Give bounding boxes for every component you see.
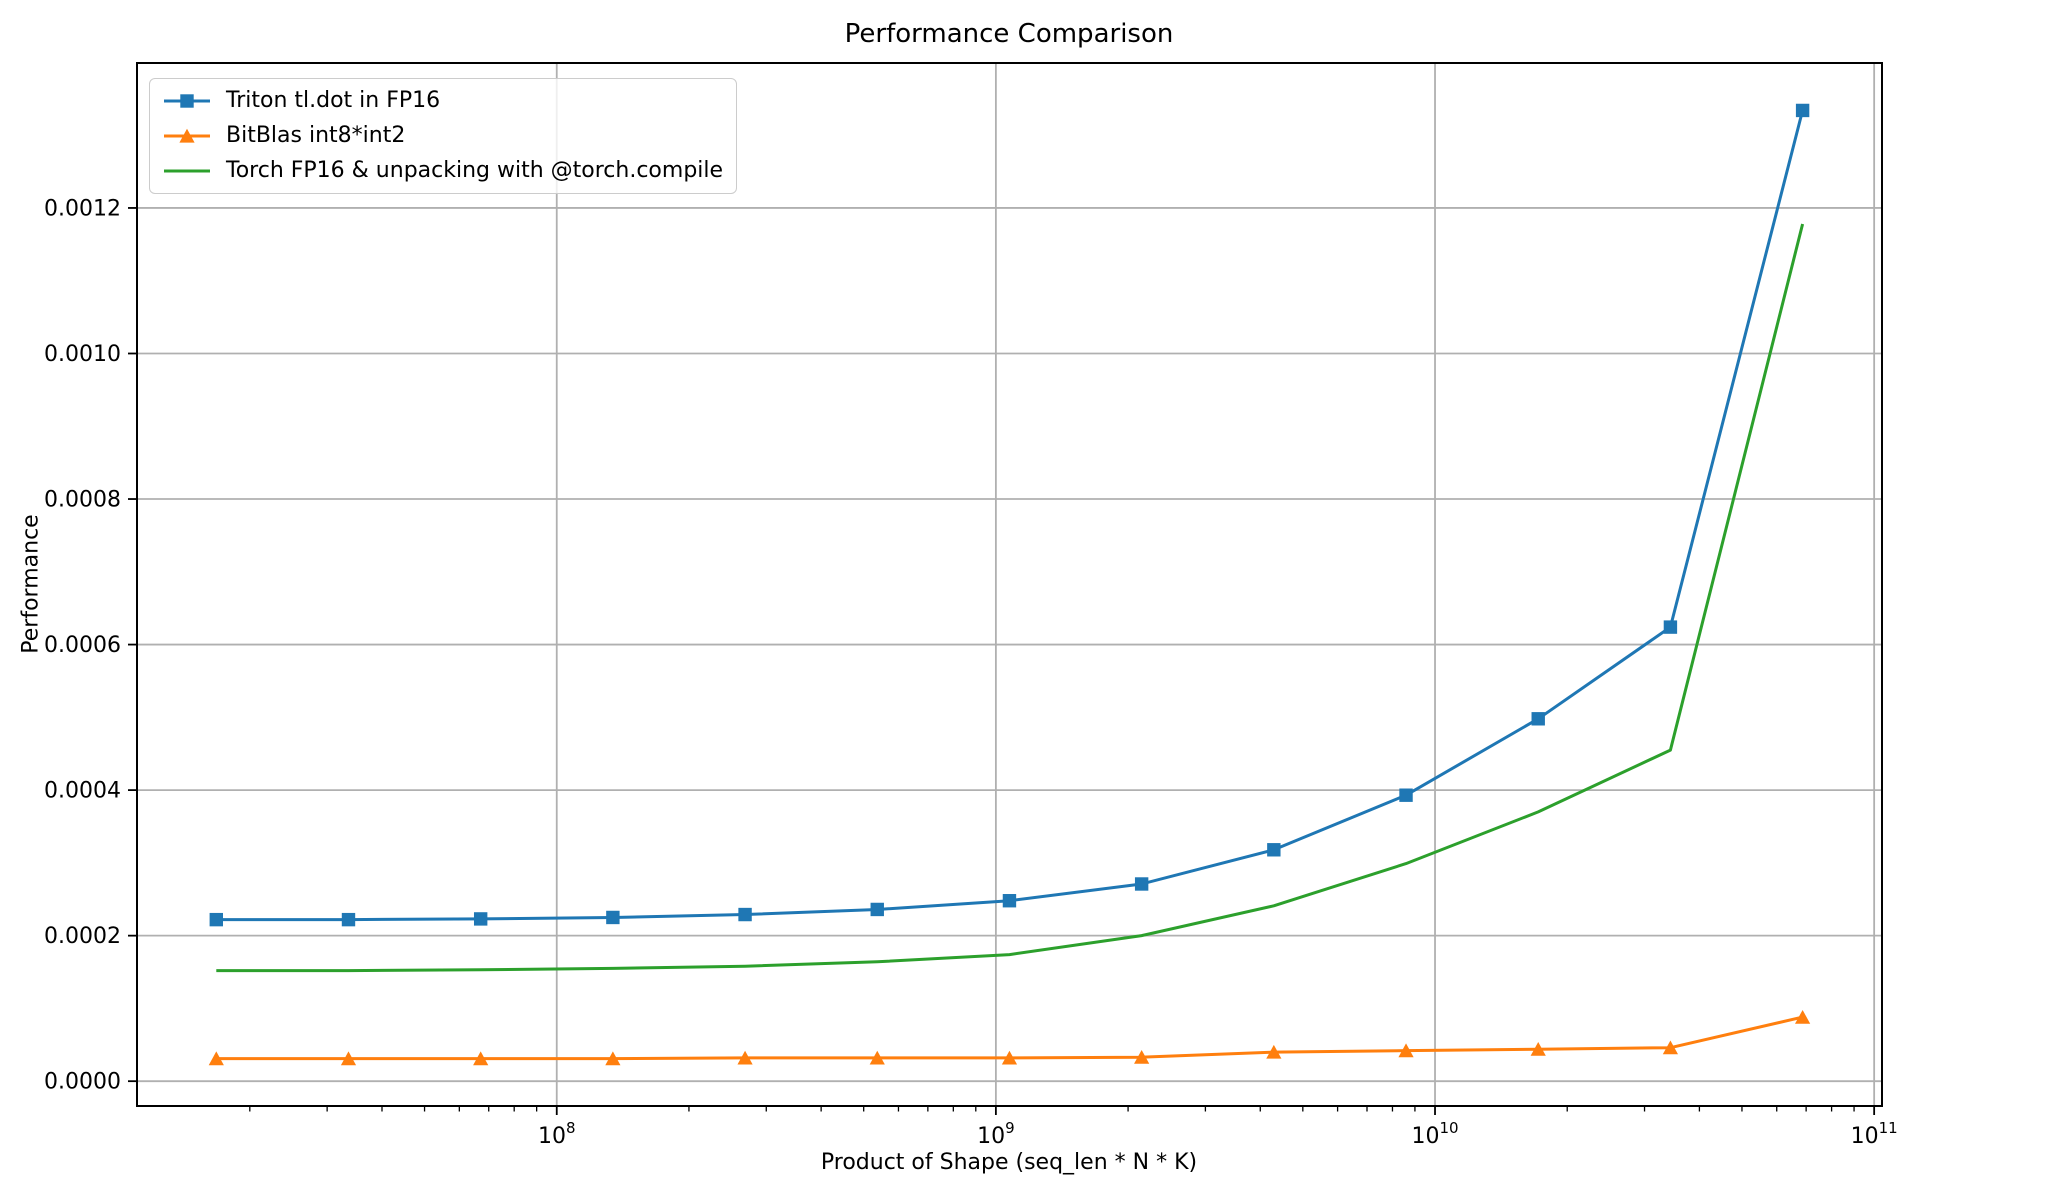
y-tick-label: 0.0002 [44, 924, 121, 949]
series-1-marker [1134, 1049, 1150, 1064]
series-1-marker [737, 1050, 753, 1065]
x-tick-label: 1010 [1411, 1119, 1458, 1149]
legend-sample-line-icon [164, 169, 210, 173]
series-0-marker [1267, 843, 1281, 857]
series-1-marker [1398, 1043, 1414, 1058]
x-tick-label: 1011 [1851, 1119, 1898, 1149]
y-tick-label: 0.0006 [44, 633, 121, 658]
series-0-marker [870, 902, 884, 917]
series-0-marker [738, 907, 752, 922]
y-tick-label: 0.0012 [44, 196, 121, 221]
legend-label: BitBlas int8*int2 [226, 123, 406, 148]
series-0-marker [1663, 620, 1678, 634]
series-1-marker [340, 1051, 357, 1066]
x-tick-label: 108 [538, 1119, 576, 1149]
series-line-2 [216, 223, 1805, 973]
series-1-marker [1662, 1040, 1679, 1055]
legend-sample-triangle-icon [164, 128, 210, 143]
y-tick-label: 0.0010 [44, 342, 121, 367]
legend-label: Torch FP16 & unpacking with @torch.compi… [226, 158, 724, 183]
series-0-marker [1399, 788, 1413, 802]
x-axis-label: Product of Shape (seq_len * N * K) [820, 1150, 1198, 1175]
series-1-marker [605, 1051, 621, 1066]
series-1-marker [1266, 1044, 1282, 1059]
series-0-marker [1134, 877, 1149, 891]
series-0-marker [341, 912, 356, 927]
series-0-marker [1531, 712, 1545, 726]
series-1-marker [208, 1051, 224, 1066]
series-1-marker [869, 1050, 885, 1065]
series-1-marker [1795, 1009, 1811, 1024]
legend-item-1: BitBlas int8*int2 [163, 123, 723, 149]
legend-label: Triton tl.dot in FP16 [226, 88, 441, 113]
y-tick-label: 0.0004 [44, 779, 121, 804]
series-1-marker [473, 1051, 489, 1066]
chart-title: Performance Comparison [844, 19, 1174, 49]
legend-sample-square-icon [164, 94, 210, 108]
series-0-marker [209, 912, 223, 927]
legend: Triton tl.dot in FP16 BitBlas int8*int2 To… [149, 78, 738, 194]
legend-marker-triangle [179, 128, 195, 143]
series-0-marker [473, 912, 488, 926]
series-0-marker [1795, 103, 1810, 118]
series-0-marker [606, 910, 620, 925]
y-tick-label: 0.0008 [44, 488, 121, 513]
x-tick-label: 109 [977, 1119, 1015, 1149]
plot-border [136, 62, 1883, 1107]
series-0-marker [1002, 894, 1017, 908]
legend-item-0: Triton tl.dot in FP16 [163, 88, 723, 114]
series-1-marker [1001, 1050, 1018, 1065]
y-tick-label: 0.0000 [44, 1070, 121, 1095]
legend-item-2: Torch FP16 & unpacking with @torch.compi… [163, 158, 723, 184]
series-1-marker [1530, 1041, 1546, 1056]
legend-marker-square [180, 94, 194, 108]
y-axis-label: Performance [18, 514, 44, 654]
